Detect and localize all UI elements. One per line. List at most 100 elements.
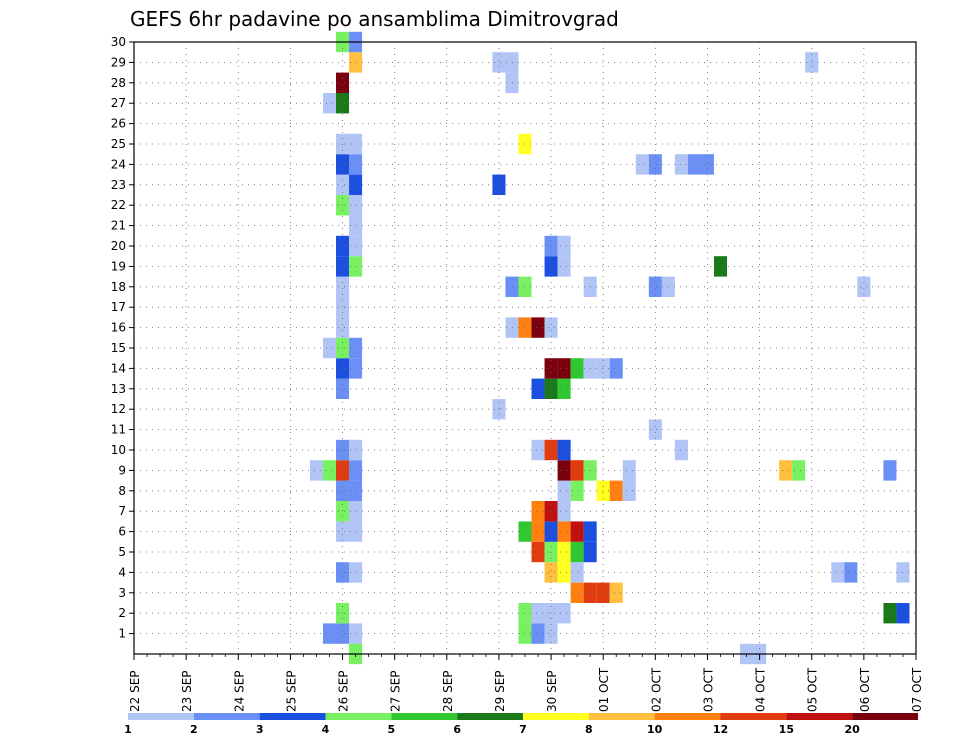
precip-cell <box>700 154 714 175</box>
colorbar-segment <box>259 713 326 720</box>
precip-cell <box>779 460 793 481</box>
precip-cell <box>322 93 337 114</box>
precip-cell <box>544 562 558 583</box>
x-tick-label: 02 OCT <box>649 667 663 712</box>
precip-cell <box>492 52 506 73</box>
colorbar-label: 2 <box>190 723 198 736</box>
y-tick-label: 29 <box>111 55 126 69</box>
precip-cell <box>544 603 558 624</box>
x-tick-label: 30 SEP <box>545 670 559 712</box>
colorbar-label: 1 <box>124 723 132 736</box>
colorbar-segment <box>720 713 787 720</box>
precip-cell <box>557 501 571 522</box>
y-tick-label: 23 <box>111 178 126 192</box>
y-tick-label: 6 <box>118 525 126 539</box>
precip-cell <box>596 480 610 501</box>
colorbar-label: 20 <box>845 723 861 736</box>
precip-cell <box>349 256 363 277</box>
precip-cell <box>349 52 363 73</box>
precip-cell <box>622 460 636 481</box>
colorbar-segment <box>325 713 392 720</box>
precip-cell <box>544 623 558 644</box>
precip-cell <box>596 582 610 603</box>
y-tick-label: 1 <box>118 627 126 641</box>
precip-cell <box>648 419 662 440</box>
y-tick-label: 22 <box>111 198 126 212</box>
precip-cell <box>309 460 323 481</box>
colorbar-label: 8 <box>585 723 593 736</box>
precip-cell <box>505 72 519 93</box>
precip-cell <box>570 562 584 583</box>
colorbar-segment <box>128 713 194 720</box>
x-tick-label: 22 SEP <box>128 670 142 712</box>
precip-cell <box>883 460 897 481</box>
x-tick-label: 27 SEP <box>389 670 403 712</box>
precip-cell <box>336 603 350 624</box>
grid-layer <box>134 41 916 654</box>
precip-cell <box>505 52 519 73</box>
precip-cell <box>531 378 545 399</box>
precip-cell <box>349 358 363 379</box>
x-tick-label: 28 SEP <box>441 670 455 712</box>
y-tick-label: 8 <box>118 484 126 498</box>
precip-cell <box>570 582 584 603</box>
y-tick-label: 27 <box>111 96 126 110</box>
precip-cell <box>531 541 545 563</box>
precip-cell <box>349 439 363 461</box>
colorbar-label: 15 <box>779 723 794 736</box>
precip-cell <box>557 521 571 542</box>
precip-cell <box>336 297 350 318</box>
colorbar-label: 10 <box>647 723 663 736</box>
y-tick-label: 2 <box>118 606 126 620</box>
precip-cell <box>336 480 350 501</box>
precip-cell <box>609 358 623 379</box>
colorbar-segment <box>193 713 260 720</box>
precip-cell <box>349 562 363 583</box>
precip-cell <box>349 215 363 236</box>
colorbar-label: 12 <box>713 723 728 736</box>
x-tick-label: 29 SEP <box>493 670 507 712</box>
chart-title: GEFS 6hr padavine po ansamblima Dimitrov… <box>130 7 619 31</box>
precip-cell <box>349 133 363 155</box>
y-tick-label: 26 <box>111 117 126 131</box>
y-tick-label: 24 <box>111 157 126 171</box>
precip-cell <box>557 460 571 481</box>
y-tick-label: 5 <box>118 545 126 559</box>
precip-cell <box>531 603 545 624</box>
precip-cell <box>531 623 545 644</box>
precip-cell <box>544 501 558 522</box>
y-axis: 1234567891011121314151617181920212223242… <box>111 35 134 641</box>
colorbar-label: 7 <box>519 723 527 736</box>
precip-cell <box>713 256 728 277</box>
y-tick-label: 11 <box>111 423 126 437</box>
precip-cell <box>557 378 571 399</box>
precip-cell <box>544 521 558 542</box>
precip-cell <box>336 154 350 175</box>
precip-cell <box>648 154 662 175</box>
y-tick-label: 17 <box>111 300 126 314</box>
precip-cell <box>336 256 350 277</box>
precip-cell <box>674 154 688 175</box>
precip-cell <box>349 195 363 216</box>
colorbar: 1 2 3 4 5 6 7 8 10 12 15 20 <box>124 713 918 736</box>
precip-cell <box>505 317 519 338</box>
precip-cell <box>531 317 545 338</box>
precip-cell <box>544 358 558 379</box>
y-tick-label: 19 <box>111 259 126 273</box>
precip-cell <box>336 276 350 297</box>
x-tick-label: 24 SEP <box>232 670 246 712</box>
y-tick-label: 14 <box>111 361 126 375</box>
colorbar-segment <box>457 713 523 720</box>
precip-cell <box>492 399 506 420</box>
precip-cell <box>544 378 558 399</box>
precip-cell <box>531 521 545 542</box>
precip-cell <box>336 72 350 93</box>
y-tick-label: 28 <box>111 76 126 90</box>
precip-cell <box>805 52 819 73</box>
precip-cell <box>544 317 558 338</box>
precip-cell <box>349 623 363 644</box>
colorbar-segment <box>523 713 589 720</box>
precip-cell <box>609 480 623 501</box>
precip-cell <box>570 480 584 501</box>
precip-cell <box>609 582 623 603</box>
